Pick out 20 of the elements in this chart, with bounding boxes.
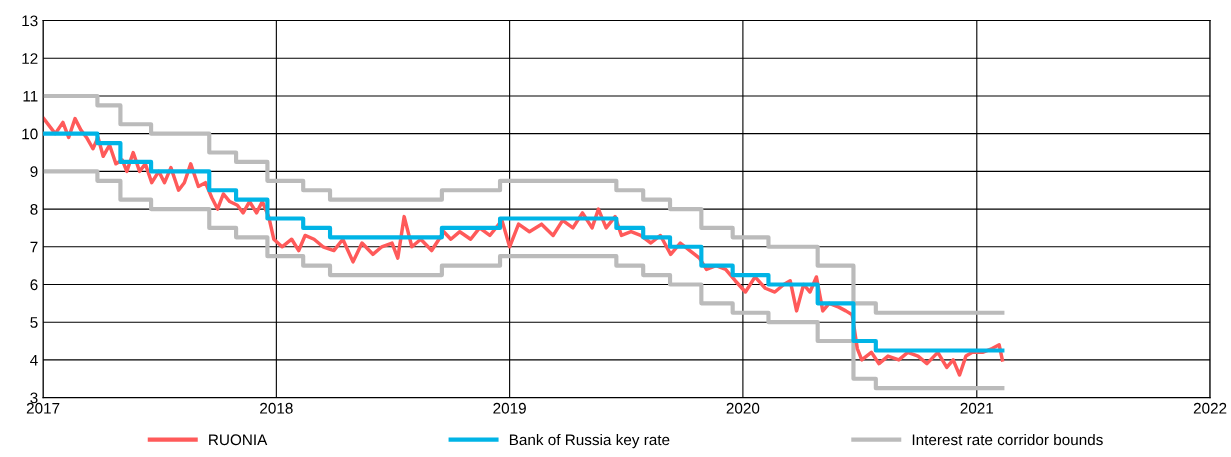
y-tick-label: 8 xyxy=(30,203,38,215)
legend-label: Bank of Russia key rate xyxy=(509,433,670,449)
x-tick-label: 2019 xyxy=(493,402,526,414)
x-tick-label: 2021 xyxy=(960,402,994,414)
y-tick-label: 6 xyxy=(30,279,38,291)
legend-label: Interest rate corridor bounds xyxy=(912,433,1103,446)
legend-label: RUONIA xyxy=(209,434,268,446)
y-tick-label: 4 xyxy=(30,354,38,366)
y-tick-label: 7 xyxy=(30,241,38,253)
y-tick-label: 11 xyxy=(23,91,38,102)
x-tick-label: 2018 xyxy=(260,402,293,414)
y-tick-label: 3 xyxy=(30,392,38,404)
y-tick-label: 12 xyxy=(22,53,38,64)
y-tick-label: 13 xyxy=(22,15,38,27)
x-tick-label: 2017 xyxy=(26,402,60,414)
y-tick-label: 5 xyxy=(30,317,38,328)
y-tick-label: 10 xyxy=(22,128,38,140)
x-tick-label: 2022 xyxy=(1193,402,1227,414)
x-tick-label: 2020 xyxy=(726,402,760,414)
y-tick-label: 9 xyxy=(30,166,38,178)
